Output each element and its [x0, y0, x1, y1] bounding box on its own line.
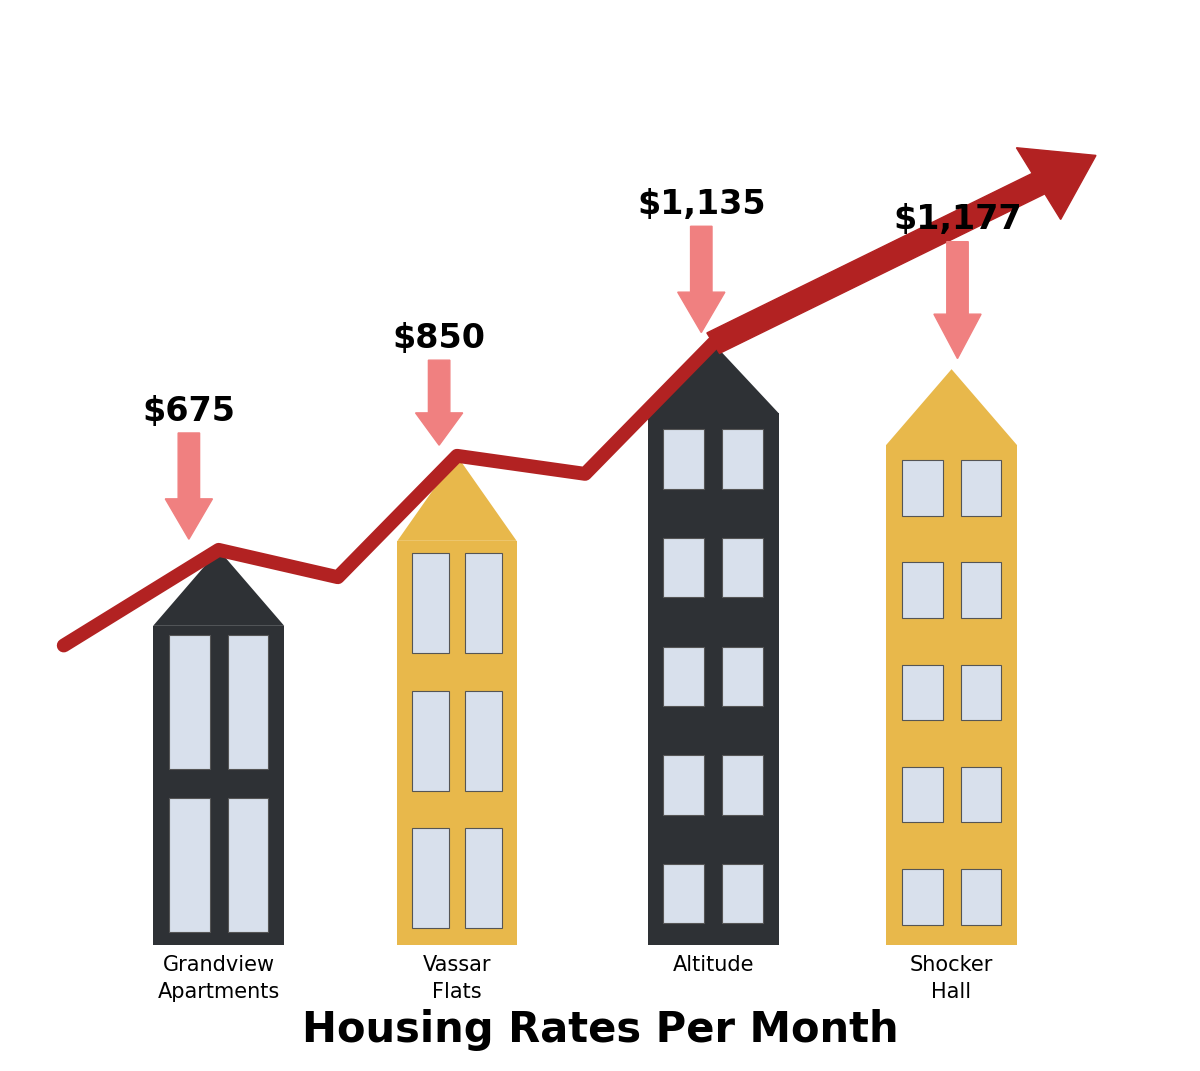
Text: $1,177: $1,177 [893, 203, 1022, 237]
Bar [397, 541, 516, 945]
Bar [722, 755, 763, 815]
Text: Housing Rates Per Month: Housing Rates Per Month [301, 1009, 899, 1051]
FancyArrow shape [934, 242, 982, 359]
Bar [901, 767, 942, 823]
Bar [169, 635, 210, 769]
Polygon shape [648, 343, 779, 413]
Bar [960, 562, 1001, 618]
Bar [664, 429, 704, 488]
Bar [901, 664, 942, 721]
Text: Shocker
Hall: Shocker Hall [910, 955, 994, 1001]
Bar [960, 767, 1001, 823]
Bar [901, 562, 942, 618]
Bar [664, 538, 704, 598]
FancyArrow shape [166, 433, 212, 539]
Text: $1,135: $1,135 [637, 187, 766, 221]
Bar [664, 755, 704, 815]
Polygon shape [154, 549, 284, 625]
Bar [466, 553, 503, 653]
Bar [154, 625, 284, 945]
Bar [228, 635, 269, 769]
Text: Vassar
Flats: Vassar Flats [422, 955, 491, 1001]
Bar [722, 429, 763, 488]
Bar [412, 553, 449, 653]
FancyArrow shape [678, 226, 725, 332]
Bar [886, 446, 1018, 945]
Bar [901, 461, 942, 516]
Bar [664, 864, 704, 923]
Bar [960, 869, 1001, 924]
Bar [722, 538, 763, 598]
Bar [169, 799, 210, 932]
Bar [412, 691, 449, 790]
Text: $675: $675 [143, 394, 235, 427]
Bar [412, 828, 449, 929]
Bar [960, 461, 1001, 516]
Text: $850: $850 [392, 322, 486, 355]
Bar [466, 828, 503, 929]
Polygon shape [397, 456, 516, 541]
Bar [901, 869, 942, 924]
FancyArrow shape [707, 148, 1096, 353]
Bar [960, 664, 1001, 721]
Text: Grandview
Apartments: Grandview Apartments [157, 955, 280, 1001]
Bar [722, 647, 763, 706]
Bar [664, 647, 704, 706]
FancyArrow shape [415, 360, 463, 446]
Bar [466, 691, 503, 790]
Bar [228, 799, 269, 932]
Text: Altitude: Altitude [672, 955, 754, 976]
Bar [648, 413, 779, 945]
Polygon shape [886, 369, 1018, 446]
Bar [722, 864, 763, 923]
